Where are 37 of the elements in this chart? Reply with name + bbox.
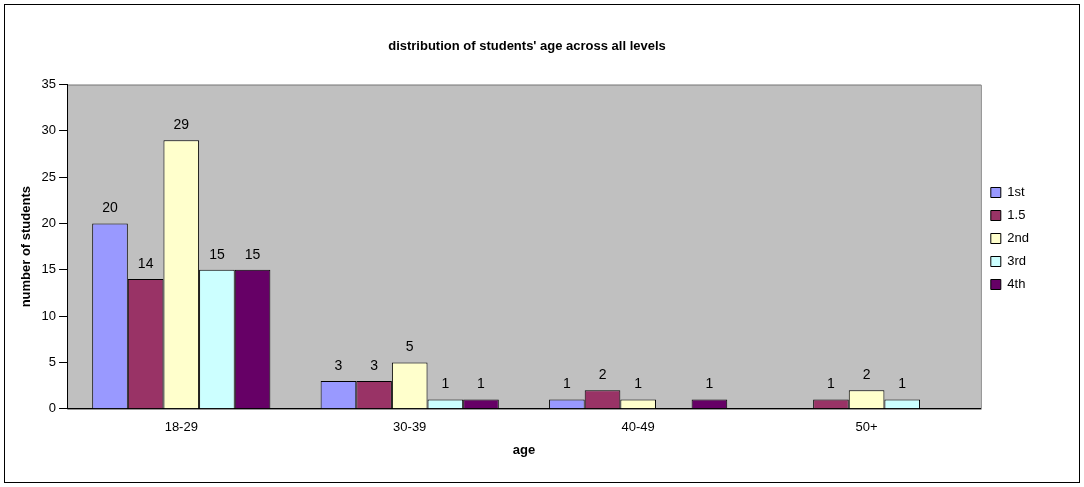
y-tick-label: 15 bbox=[41, 261, 57, 277]
data-label: 2 bbox=[598, 366, 607, 383]
x-axis-title: age bbox=[512, 441, 536, 457]
data-label: 1 bbox=[827, 375, 836, 392]
data-label: 5 bbox=[405, 338, 414, 355]
legend-label: 3rd bbox=[1007, 253, 1027, 269]
x-tick-label: 18-29 bbox=[164, 419, 198, 435]
data-label: 15 bbox=[244, 245, 261, 262]
data-label: 3 bbox=[370, 356, 379, 373]
x-tick-label: 40-49 bbox=[621, 419, 655, 435]
y-tick-label: 35 bbox=[41, 76, 57, 92]
y-tick-label: 0 bbox=[48, 400, 57, 416]
x-tick-label: 30-39 bbox=[393, 419, 427, 435]
y-axis-title: number of students bbox=[18, 186, 34, 308]
data-label: 20 bbox=[102, 199, 118, 216]
legend-label: 1st bbox=[1007, 184, 1026, 200]
y-tick-label: 20 bbox=[41, 215, 57, 231]
data-label: 1 bbox=[634, 375, 643, 392]
data-label: 29 bbox=[173, 116, 190, 133]
data-label: 1 bbox=[898, 375, 907, 392]
data-label: 1 bbox=[705, 375, 714, 392]
y-tick-label: 5 bbox=[48, 354, 57, 370]
legend-label: 1.5 bbox=[1007, 207, 1026, 223]
data-label: 3 bbox=[334, 356, 343, 373]
legend-label: 4th bbox=[1007, 276, 1026, 292]
chart-title: distribution of students' age across all levels bbox=[388, 38, 666, 54]
data-label: 14 bbox=[137, 254, 154, 271]
data-label: 15 bbox=[209, 245, 225, 262]
y-tick-label: 30 bbox=[41, 122, 57, 138]
data-label: 1 bbox=[562, 375, 571, 392]
data-label: 1 bbox=[477, 375, 486, 392]
data-label: 1 bbox=[441, 375, 450, 392]
x-tick-label: 50+ bbox=[855, 419, 878, 435]
legend-label: 2nd bbox=[1007, 230, 1030, 246]
data-label: 2 bbox=[862, 366, 871, 383]
y-tick-label: 10 bbox=[41, 307, 57, 323]
y-tick-label: 25 bbox=[41, 168, 57, 184]
